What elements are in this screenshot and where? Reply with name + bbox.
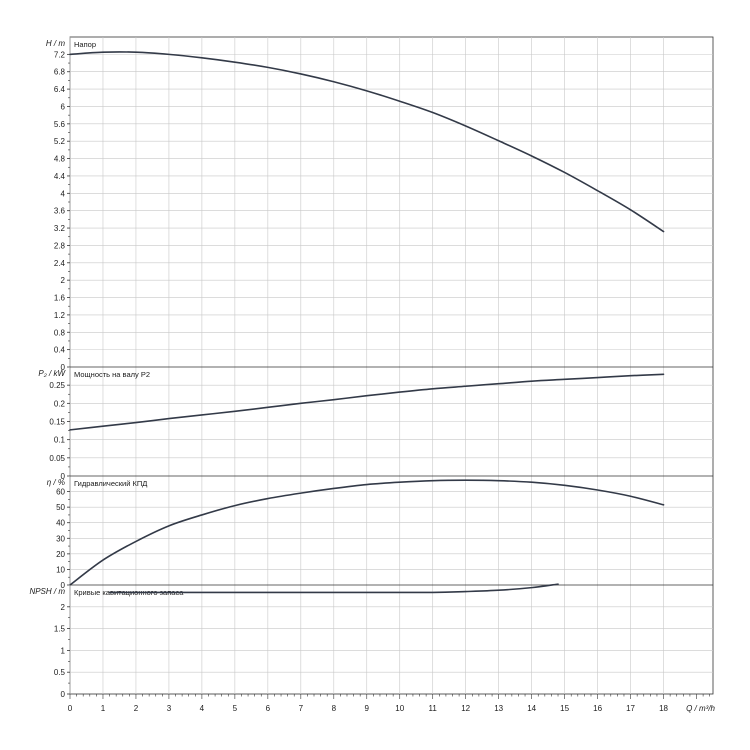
y-axis-label: η / %: [47, 478, 65, 487]
y-tick-label: 0.25: [49, 381, 65, 390]
x-tick-label: 12: [461, 704, 470, 713]
x-tick-label: 15: [560, 704, 569, 713]
x-tick-label: 6: [266, 704, 271, 713]
y-tick-label: 1.6: [54, 294, 66, 303]
y-axis-label: P₂ / kW: [38, 369, 66, 378]
y-tick-label: 0.1: [54, 436, 66, 445]
y-tick-label: 2.8: [54, 241, 66, 250]
x-tick-label: 2: [134, 704, 139, 713]
panel-title: Напор: [74, 40, 96, 49]
y-tick-label: 0: [61, 581, 66, 590]
x-tick-label: 1: [101, 704, 106, 713]
y-tick-label: 6.4: [54, 85, 66, 94]
x-tick-label: 13: [494, 704, 503, 713]
y-tick-label: 0: [61, 690, 66, 699]
series-line-npsh: [108, 583, 559, 594]
y-tick-label: 20: [56, 550, 65, 559]
y-tick-label: 10: [56, 565, 65, 574]
panel-title: Гидравлический КПД: [74, 479, 147, 488]
y-tick-label: 40: [56, 519, 65, 528]
y-tick-label: 0: [61, 472, 66, 481]
x-tick-label: 7: [299, 704, 304, 713]
y-tick-label: 0: [61, 363, 66, 372]
series-line-efficiency: [69, 479, 665, 586]
x-tick-label: 8: [332, 704, 337, 713]
y-tick-label: 4.4: [54, 172, 66, 181]
y-tick-label: 60: [56, 488, 65, 497]
y-tick-label: 2: [61, 276, 66, 285]
y-tick-label: 0.2: [54, 399, 66, 408]
y-tick-label: 50: [56, 503, 65, 512]
x-tick-label: 16: [593, 704, 602, 713]
series-line-head: [69, 51, 665, 233]
x-tick-label: 0: [68, 704, 73, 713]
y-tick-label: 0.4: [54, 346, 66, 355]
panel-power: 0 0.05 0.1 0.15 0.2 0.25 P₂ / kW Мощность на ва…: [38, 366, 713, 481]
y-tick-label: 1.2: [54, 311, 66, 320]
x-tick-label: 14: [527, 704, 536, 713]
y-tick-label: 2.4: [54, 259, 66, 268]
y-tick-label: 2: [61, 603, 66, 612]
y-tick-label: 5.6: [54, 120, 66, 129]
y-tick-label: 0.8: [54, 328, 66, 337]
y-tick-label: 5.2: [54, 137, 66, 146]
y-tick-label: 4: [61, 189, 66, 198]
x-tick-label: 10: [395, 704, 404, 713]
series-line-power: [69, 373, 665, 431]
x-tick-label: 9: [365, 704, 370, 713]
y-axis-label: H / m: [46, 39, 65, 48]
y-tick-label: 4.8: [54, 155, 66, 164]
x-tick-label: 4: [200, 704, 205, 713]
y-tick-label: 1: [61, 646, 66, 655]
x-axis: 0 1 2 3 4 5 6 7 8 9 10 11 12 13 14 15 16 17 18 Q / m³/h: [68, 694, 716, 713]
y-tick-label: 3.6: [54, 207, 66, 216]
y-axis-label: NPSH / m: [29, 587, 65, 596]
panel-title: Мощность на валу P2: [74, 370, 150, 379]
x-axis-label: Q / m³/h: [686, 704, 715, 713]
y-tick-label: 6: [61, 102, 66, 111]
y-tick-label: 30: [56, 534, 65, 543]
y-tick-label: 0.15: [49, 418, 65, 427]
panel-efficiency: 0 10 20 30 40 50 60η / % Гидравлический КПД: [47, 475, 713, 590]
x-tick-label: 11: [429, 704, 438, 713]
y-tick-label: 1.5: [54, 625, 66, 634]
x-tick-label: 18: [659, 704, 668, 713]
y-tick-label: 0.05: [49, 454, 65, 463]
y-tick-label: 3.2: [54, 224, 66, 233]
x-tick-label: 17: [626, 704, 635, 713]
y-tick-label: 7.2: [54, 50, 66, 59]
y-tick-label: 0.5: [54, 668, 66, 677]
x-tick-label: 5: [233, 704, 238, 713]
x-tick-label: 3: [167, 704, 172, 713]
panel-head: 0 0.4 0.8 1.2 1.6 2 2.4 2.8 3.2 3.6 4 4.4 4.8 5.2 5.6 6…: [46, 37, 713, 372]
y-tick-label: 6.8: [54, 68, 66, 77]
